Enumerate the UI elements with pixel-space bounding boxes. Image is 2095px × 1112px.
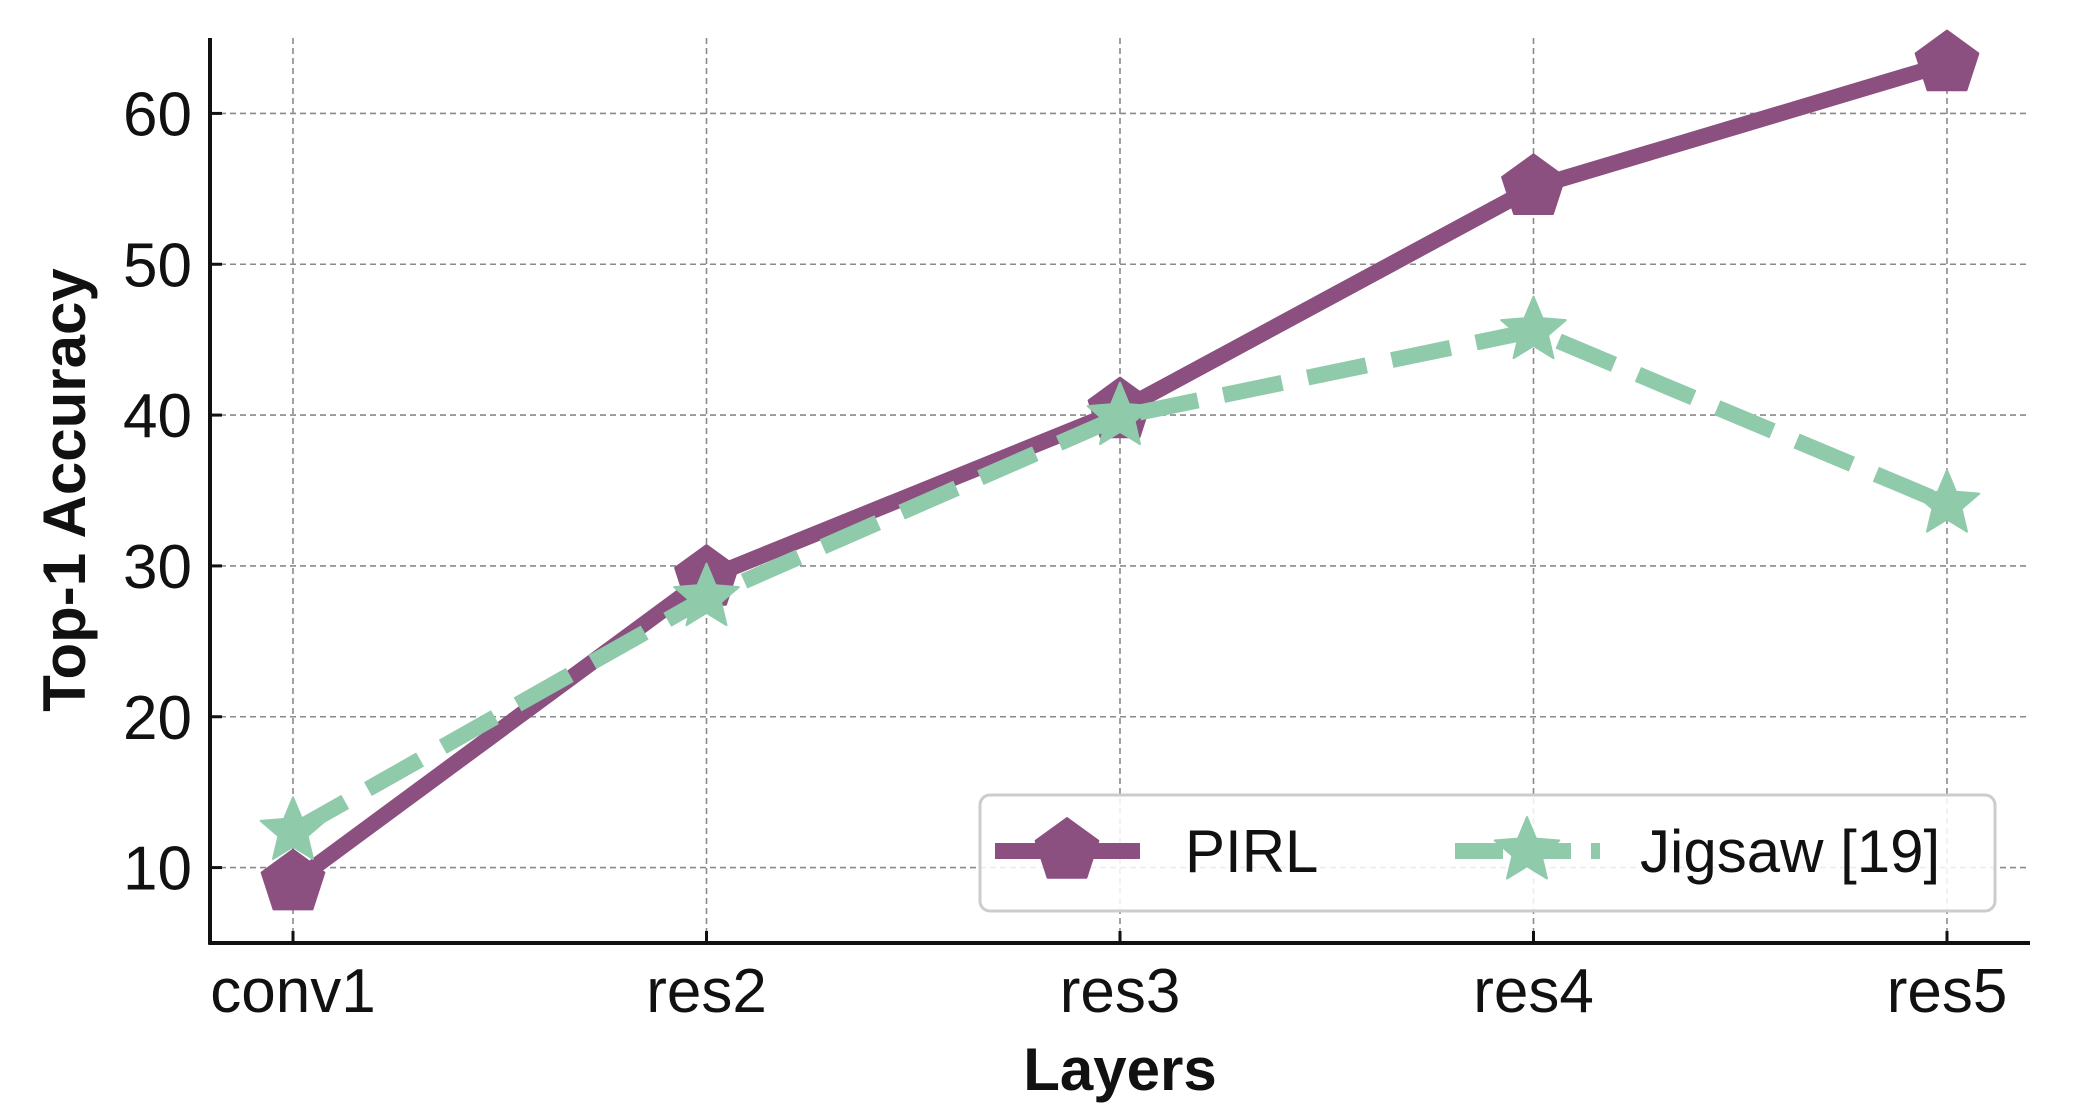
y-tick-label: 50 <box>123 231 192 300</box>
x-tick-label: res3 <box>1060 957 1181 1026</box>
y-tick-label: 60 <box>123 80 192 149</box>
x-tick-label: res2 <box>646 957 767 1026</box>
data-point-jigsaw-19 <box>1913 469 1981 533</box>
y-tick-label: 10 <box>123 835 192 904</box>
series-line-jigsaw-19 <box>289 322 1951 839</box>
data-point-jigsaw-19 <box>1500 295 1567 360</box>
legend-marker-jigsaw-19 <box>1493 816 1561 880</box>
labels-layer: Layers Top-1 Accuracy 10 20 30 40 50 60 conv1 r… <box>31 80 2007 1103</box>
y-tick-label: 40 <box>123 382 192 451</box>
legend-marker-pirl <box>1034 817 1100 879</box>
axes-layer <box>208 38 2030 945</box>
legend: PIRL Jigsaw [19] <box>978 793 1997 913</box>
data-point-pirl <box>260 848 326 911</box>
series-layer <box>259 29 1981 911</box>
x-axis-title: Layers <box>1023 1036 1216 1103</box>
data-point-pirl <box>1914 29 1980 92</box>
data-point-jigsaw-19 <box>1086 381 1154 446</box>
y-tick-label: 30 <box>123 533 192 602</box>
y-tick-label: 20 <box>123 684 192 753</box>
legend-label-pirl: PIRL <box>1185 818 1318 885</box>
legend-label-jigsaw: Jigsaw [19] <box>1640 818 1940 885</box>
x-tick-label: res5 <box>1887 957 2008 1026</box>
x-tick-label: conv1 <box>210 957 375 1026</box>
data-point-pirl <box>1501 153 1566 215</box>
x-tick-label: res4 <box>1473 957 1594 1026</box>
y-axis-title: Top-1 Accuracy <box>31 268 98 712</box>
data-point-jigsaw-19 <box>673 562 740 627</box>
data-point-jigsaw-19 <box>259 796 327 860</box>
